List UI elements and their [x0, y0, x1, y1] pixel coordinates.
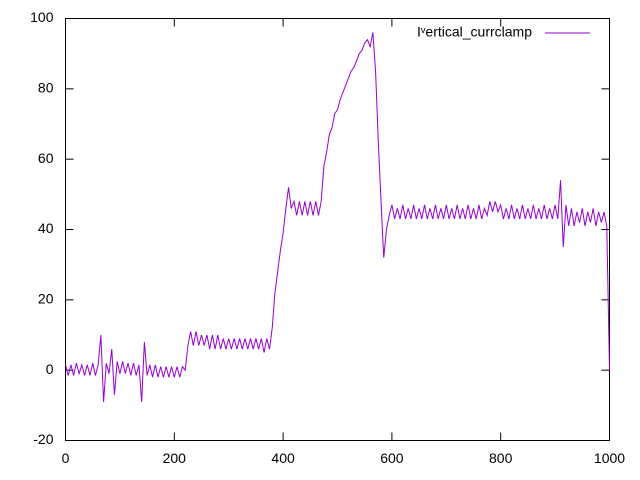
legend-label: Iᵛertical_currclamp [417, 24, 532, 40]
y-tick-label: 100 [30, 9, 54, 25]
y-tick-label: 0 [46, 361, 54, 377]
y-tick-label: 20 [38, 291, 54, 307]
x-tick-label: 600 [380, 450, 404, 466]
x-tick-label: 1000 [594, 450, 625, 466]
y-tick-label: 80 [38, 80, 54, 96]
y-tick-label: -20 [33, 431, 53, 447]
plot-border [65, 18, 610, 441]
data-line [65, 32, 610, 402]
x-tick-label: 800 [489, 450, 513, 466]
x-tick-label: 400 [271, 450, 295, 466]
x-tick-label: 200 [163, 450, 187, 466]
y-tick-label: 40 [38, 220, 54, 236]
x-tick-label: 0 [62, 450, 70, 466]
y-tick-label: 60 [38, 150, 54, 166]
